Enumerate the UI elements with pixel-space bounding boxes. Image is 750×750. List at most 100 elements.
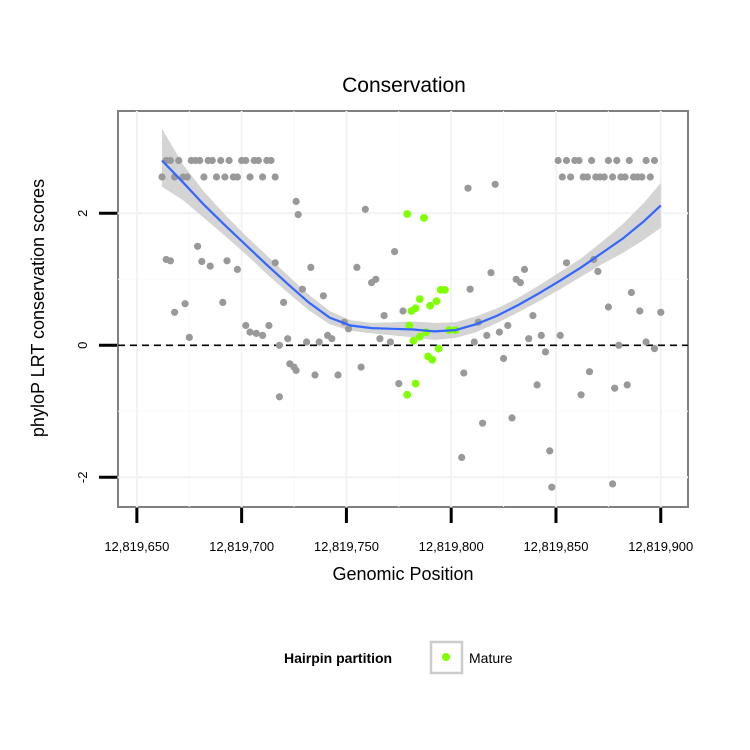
other-point: [487, 269, 495, 277]
other-point: [259, 331, 267, 339]
y-tick-label: -2: [75, 472, 90, 484]
legend-title: Hairpin partition: [284, 650, 392, 666]
other-point: [399, 307, 407, 315]
other-point: [548, 483, 556, 491]
other-point: [171, 308, 179, 316]
other-point: [265, 321, 273, 330]
other-point: [504, 321, 512, 330]
other-point: [219, 298, 227, 306]
other-point: [166, 156, 174, 165]
other-point: [495, 328, 503, 336]
other-point: [267, 156, 275, 165]
x-tick-label: 12,819,900: [628, 539, 693, 554]
other-point: [625, 156, 633, 165]
other-point: [642, 338, 650, 346]
other-point: [221, 173, 229, 181]
other-point: [223, 257, 231, 265]
other-point: [175, 156, 183, 165]
other-point: [319, 292, 327, 300]
other-point: [380, 312, 388, 320]
other-point: [500, 354, 508, 363]
other-point: [185, 333, 193, 341]
mature-point: [415, 332, 424, 341]
smooth-line: [161, 159, 662, 333]
chart-title: Conservation: [342, 74, 466, 97]
other-point: [284, 335, 292, 343]
other-point: [242, 156, 250, 165]
y-tick-label: 2: [75, 210, 90, 217]
mature-point: [405, 321, 414, 330]
other-point: [460, 369, 468, 377]
other-point: [196, 156, 204, 165]
mature-point: [415, 295, 424, 303]
x-tick-label: 12,819,850: [523, 539, 588, 554]
other-point: [627, 288, 636, 297]
other-point: [198, 257, 206, 266]
other-point: [194, 242, 202, 250]
other-point: [638, 173, 646, 181]
mature-point: [441, 286, 449, 294]
other-point: [611, 384, 619, 392]
other-point: [529, 312, 537, 320]
other-point: [508, 414, 516, 422]
other-point: [208, 156, 216, 165]
other-point: [562, 259, 571, 267]
other-point: [609, 173, 617, 181]
x-tick-label: 12,819,650: [104, 539, 169, 554]
other-point: [246, 328, 254, 336]
other-point: [280, 298, 288, 306]
other-point: [225, 156, 233, 165]
other-point: [271, 173, 279, 181]
other-point: [583, 173, 592, 181]
other-point: [292, 366, 300, 374]
other-point: [558, 173, 566, 181]
mature-point: [403, 210, 412, 218]
mature-point: [432, 297, 441, 305]
mature-point: [434, 344, 443, 353]
other-point: [636, 307, 644, 315]
other-point: [650, 156, 659, 165]
other-point: [311, 371, 319, 379]
x-tick-label: 12,819,800: [419, 539, 484, 554]
x-axis-title: Genomic Position: [332, 564, 473, 584]
other-point: [646, 173, 654, 181]
other-point: [217, 156, 225, 165]
other-point: [609, 480, 617, 488]
other-point: [315, 338, 323, 346]
other-point: [479, 419, 487, 427]
mature-point: [411, 379, 420, 388]
other-point: [458, 453, 466, 462]
other-point: [294, 211, 302, 219]
confidence-band: [162, 128, 661, 340]
other-point: [303, 338, 311, 346]
other-point: [395, 380, 403, 388]
other-point: [200, 173, 208, 181]
mature-point: [426, 301, 435, 310]
other-point: [577, 391, 585, 399]
other-point: [254, 156, 262, 165]
other-point: [252, 329, 260, 337]
other-point: [466, 285, 474, 293]
other-point: [567, 173, 575, 181]
other-point: [491, 180, 499, 188]
other-point: [275, 393, 283, 401]
other-point: [588, 156, 596, 165]
other-point: [158, 173, 166, 181]
other-point: [604, 156, 613, 165]
other-point: [594, 267, 602, 275]
other-point: [298, 285, 306, 293]
other-point: [464, 184, 472, 192]
other-point: [554, 156, 562, 165]
x-tick-label: 12,819,750: [314, 539, 379, 554]
legend-key-mature-dot: [442, 653, 450, 661]
other-point: [391, 248, 399, 256]
other-point: [334, 371, 342, 379]
other-point: [344, 325, 353, 333]
other-point: [275, 341, 283, 349]
other-point: [361, 205, 369, 213]
other-point: [575, 156, 583, 165]
other-point: [623, 381, 631, 389]
other-point: [292, 197, 300, 205]
other-point: [621, 173, 629, 181]
